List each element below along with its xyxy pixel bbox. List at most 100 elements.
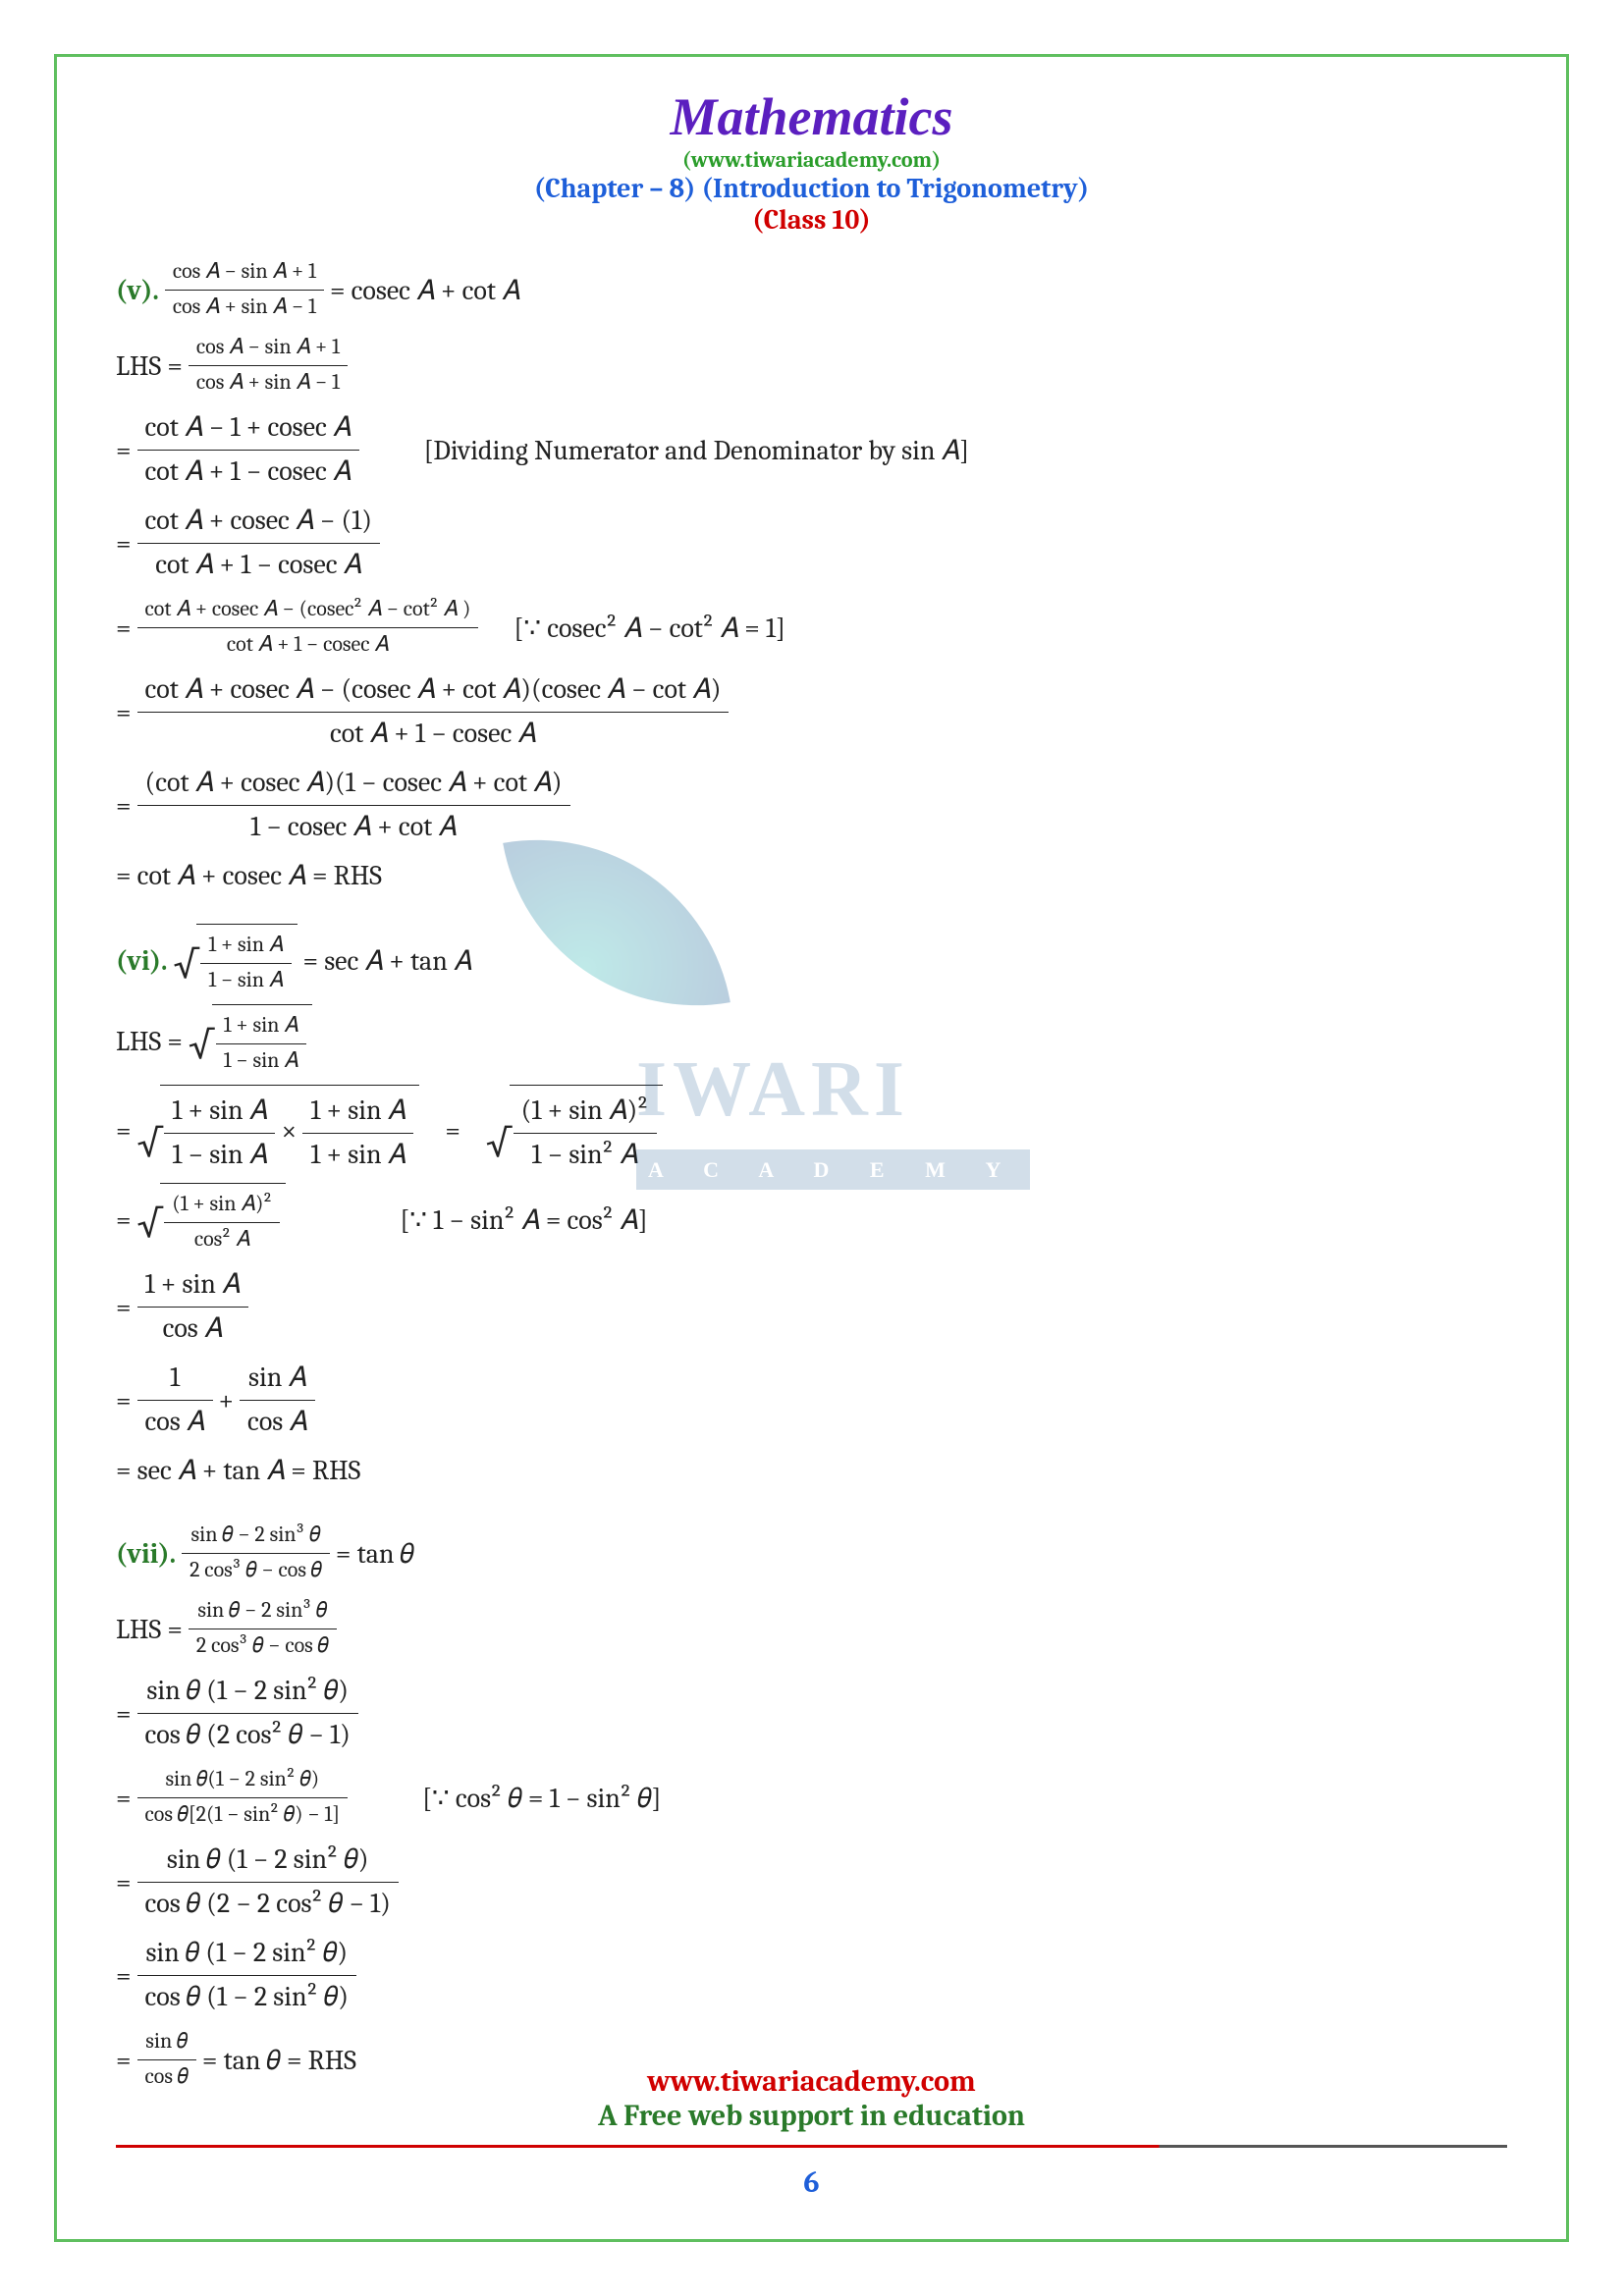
step-row: = sin 𝜃 (1 − 2 sin² 𝜃) cos 𝜃 (2 cos² 𝜃 −… bbox=[116, 1670, 1507, 1757]
page-border: Mathematics (www.tiwariacademy.com) (Cha… bbox=[54, 54, 1569, 2242]
chapter-title: (Chapter – 8) (Introduction to Trigonome… bbox=[116, 173, 1507, 204]
equals: = bbox=[116, 1862, 132, 1903]
fraction: sin 𝜃 − 2 sin³ 𝜃 2 cos³ 𝜃 − cos 𝜃 bbox=[182, 1519, 330, 1588]
step-row: LHS = 1 + sin 𝐴 1 − sin 𝐴 bbox=[116, 1004, 1507, 1079]
equals: = bbox=[116, 608, 132, 649]
denominator: cos 𝐴 bbox=[240, 1401, 315, 1444]
fraction: 1 + sin 𝐴 1 − sin 𝐴 bbox=[216, 1009, 306, 1079]
numerator: sin 𝐴 bbox=[240, 1357, 315, 1401]
denominator: cos 𝜃 (2 cos² 𝜃 − 1) bbox=[137, 1714, 358, 1757]
class-label: (Class 10) bbox=[116, 204, 1507, 236]
footer-link: www.tiwariacademy.com bbox=[57, 2064, 1566, 2099]
problem-vii: (vii). sin 𝜃 − 2 sin³ 𝜃 2 cos³ 𝜃 − cos 𝜃… bbox=[116, 1519, 1507, 2095]
equals: = bbox=[445, 1110, 460, 1151]
denominator: 2 cos³ 𝜃 − cos 𝜃 bbox=[182, 1554, 330, 1588]
header-website: (www.tiwariacademy.com) bbox=[116, 147, 1507, 173]
equals: = bbox=[116, 1200, 132, 1241]
statement-rhs: = tan 𝜃 bbox=[336, 1533, 414, 1575]
step-row: = cot 𝐴 + cosec 𝐴 − (1) cot 𝐴 + 1 − cose… bbox=[116, 500, 1507, 587]
fraction: sin 𝜃 (1 − 2 sin² 𝜃) cos 𝜃 (2 cos² 𝜃 − 1… bbox=[137, 1670, 358, 1757]
denominator: cot 𝐴 + 1 − cosec 𝐴 bbox=[137, 544, 380, 587]
fraction: sin 𝜃 − 2 sin³ 𝜃 2 cos³ 𝜃 − cos 𝜃 bbox=[189, 1594, 337, 1664]
sqrt: (1 + sin 𝐴)² cos² 𝐴 bbox=[137, 1183, 287, 1257]
fraction: cot 𝐴 + cosec 𝐴 − (1) cot 𝐴 + 1 − cosec … bbox=[137, 500, 380, 587]
question-number: (v). bbox=[116, 270, 159, 311]
denominator: cot 𝐴 + 1 − cosec 𝐴 bbox=[137, 451, 359, 494]
fraction: sin 𝜃(1 − 2 sin² 𝜃) cos 𝜃[2(1 − sin² 𝜃) … bbox=[137, 1763, 349, 1833]
denominator: 1 − sin 𝐴 bbox=[200, 964, 291, 998]
times: × bbox=[282, 1115, 298, 1147]
fraction: cot 𝐴 − 1 + cosec 𝐴 cot 𝐴 + 1 − cosec 𝐴 bbox=[137, 406, 359, 494]
numerator: sin 𝜃 (1 − 2 sin² 𝜃) bbox=[137, 1670, 358, 1714]
numerator: 1 + sin 𝐴 bbox=[216, 1009, 306, 1044]
problem-vi: (vi). 1 + sin 𝐴 1 − sin 𝐴 = sec 𝐴 + tan … bbox=[116, 924, 1507, 1491]
denominator: cos 𝐴 + sin 𝐴 − 1 bbox=[165, 291, 324, 325]
sqrt: 1 + sin 𝐴 1 − sin 𝐴 bbox=[173, 924, 297, 998]
step-row: = sin 𝜃 (1 − 2 sin² 𝜃) cos 𝜃 (1 − 2 sin²… bbox=[116, 1932, 1507, 2019]
sqrt: 1 + sin 𝐴 1 − sin 𝐴 × 1 + sin 𝐴 1 + sin … bbox=[137, 1085, 420, 1177]
equals: = bbox=[116, 1287, 132, 1328]
step-note: [Dividing Numerator and Denominator by s… bbox=[424, 430, 970, 471]
fraction: (cot 𝐴 + cosec 𝐴)(1 − cosec 𝐴 + cot 𝐴) 1… bbox=[137, 762, 570, 849]
equals: = bbox=[116, 1955, 132, 1997]
step-row: = cot 𝐴 + cosec 𝐴 − (cosec² 𝐴 − cot² 𝐴 )… bbox=[116, 593, 1507, 663]
denominator: cos 𝜃 (2 − 2 cos² 𝜃 − 1) bbox=[137, 1883, 399, 1926]
statement-row: (vi). 1 + sin 𝐴 1 − sin 𝐴 = sec 𝐴 + tan … bbox=[116, 924, 1507, 998]
fraction: sin 𝜃 (1 − 2 sin² 𝜃) cos 𝜃 (2 − 2 cos² 𝜃… bbox=[137, 1839, 399, 1926]
subject-title: Mathematics bbox=[116, 86, 1507, 147]
step-row: = 1 + sin 𝐴 cos 𝐴 bbox=[116, 1263, 1507, 1351]
fraction: (1 + sin 𝐴)² cos² 𝐴 bbox=[164, 1188, 280, 1257]
page-footer: www.tiwariacademy.com A Free web support… bbox=[57, 2064, 1566, 2200]
step-row: LHS = sin 𝜃 − 2 sin³ 𝜃 2 cos³ 𝜃 − cos 𝜃 bbox=[116, 1594, 1507, 1664]
lhs-prefix: LHS = bbox=[116, 1021, 183, 1062]
step-note: [∵ cosec² 𝐴 − cot² 𝐴 = 1] bbox=[514, 608, 784, 649]
fraction: cot 𝐴 + cosec 𝐴 − (cosec² 𝐴 − cot² 𝐴 ) c… bbox=[137, 593, 479, 663]
plus: + bbox=[219, 1380, 235, 1421]
equals: = bbox=[116, 523, 132, 564]
step-note: [∵ 1 − sin² 𝐴 = cos² 𝐴] bbox=[400, 1200, 647, 1241]
numerator: 1 + sin 𝐴 bbox=[302, 1090, 413, 1134]
equals: = bbox=[116, 1778, 132, 1819]
fraction: 1 + sin 𝐴 1 − sin 𝐴 bbox=[200, 929, 291, 998]
fraction: (1 + sin 𝐴)² 1 − sin² 𝐴 bbox=[514, 1090, 657, 1177]
denominator: 1 + sin 𝐴 bbox=[302, 1134, 413, 1177]
question-number: (vii). bbox=[116, 1533, 176, 1575]
numerator: cot 𝐴 + cosec 𝐴 − (cosec 𝐴 + cot 𝐴)(cose… bbox=[137, 668, 730, 713]
statement-row: (v). cos 𝐴 − sin 𝐴 + 1 cos 𝐴 + sin 𝐴 − 1… bbox=[116, 255, 1507, 325]
numerator: cot 𝐴 + cosec 𝐴 − (cosec² 𝐴 − cot² 𝐴 ) bbox=[137, 593, 479, 628]
step-row: = cot 𝐴 − 1 + cosec 𝐴 cot 𝐴 + 1 − cosec … bbox=[116, 406, 1507, 494]
lhs-prefix: LHS = bbox=[116, 346, 183, 387]
numerator: cos 𝐴 − sin 𝐴 + 1 bbox=[165, 255, 324, 291]
equals: = bbox=[116, 692, 132, 733]
fraction: 1 cos 𝐴 bbox=[137, 1357, 213, 1444]
numerator: 1 + sin 𝐴 bbox=[164, 1090, 275, 1134]
equals: = bbox=[116, 1110, 132, 1151]
denominator: cos² 𝐴 bbox=[164, 1223, 280, 1257]
denominator: 1 − sin 𝐴 bbox=[216, 1044, 306, 1079]
denominator: cos 𝜃 (1 − 2 sin² 𝜃) bbox=[137, 1976, 356, 2019]
denominator: cos 𝐴 + sin 𝐴 − 1 bbox=[189, 366, 348, 400]
fraction: cos 𝐴 − sin 𝐴 + 1 cos 𝐴 + sin 𝐴 − 1 bbox=[165, 255, 324, 325]
denominator: cos 𝐴 bbox=[137, 1308, 248, 1351]
equals: = bbox=[116, 1693, 132, 1735]
problem-v: (v). cos 𝐴 − sin 𝐴 + 1 cos 𝐴 + sin 𝐴 − 1… bbox=[116, 255, 1507, 896]
result-row: = sec 𝐴 + tan 𝐴 = RHS bbox=[116, 1450, 1507, 1491]
step-row: = sin 𝜃(1 − 2 sin² 𝜃) cos 𝜃[2(1 − sin² 𝜃… bbox=[116, 1763, 1507, 1833]
step-row: LHS = cos 𝐴 − sin 𝐴 + 1 cos 𝐴 + sin 𝐴 − … bbox=[116, 331, 1507, 400]
sqrt: (1 + sin 𝐴)² 1 − sin² 𝐴 bbox=[486, 1085, 663, 1177]
page-number: 6 bbox=[57, 2165, 1566, 2200]
lhs-prefix: LHS = bbox=[116, 1609, 183, 1650]
numerator: (cot 𝐴 + cosec 𝐴)(1 − cosec 𝐴 + cot 𝐴) bbox=[137, 762, 570, 806]
result-row: = cot 𝐴 + cosec 𝐴 = RHS bbox=[116, 855, 1507, 896]
numerator: 1 bbox=[137, 1357, 213, 1401]
content-area: IWARI A C A D E M Y (v). cos 𝐴 − sin 𝐴 +… bbox=[116, 255, 1507, 2095]
numerator: 1 + sin 𝐴 bbox=[137, 1263, 248, 1308]
denominator: 2 cos³ 𝜃 − cos 𝜃 bbox=[189, 1629, 337, 1664]
statement-rhs: = cosec 𝐴 + cot 𝐴 bbox=[330, 270, 520, 311]
fraction: sin 𝜃 (1 − 2 sin² 𝜃) cos 𝜃 (1 − 2 sin² 𝜃… bbox=[137, 1932, 356, 2019]
sqrt: 1 + sin 𝐴 1 − sin 𝐴 bbox=[189, 1004, 312, 1079]
fraction: sin 𝐴 cos 𝐴 bbox=[240, 1357, 315, 1444]
denominator: cot 𝐴 + 1 − cosec 𝐴 bbox=[137, 713, 730, 756]
numerator: sin 𝜃 − 2 sin³ 𝜃 bbox=[189, 1594, 337, 1629]
numerator: sin 𝜃(1 − 2 sin² 𝜃) bbox=[137, 1763, 349, 1798]
